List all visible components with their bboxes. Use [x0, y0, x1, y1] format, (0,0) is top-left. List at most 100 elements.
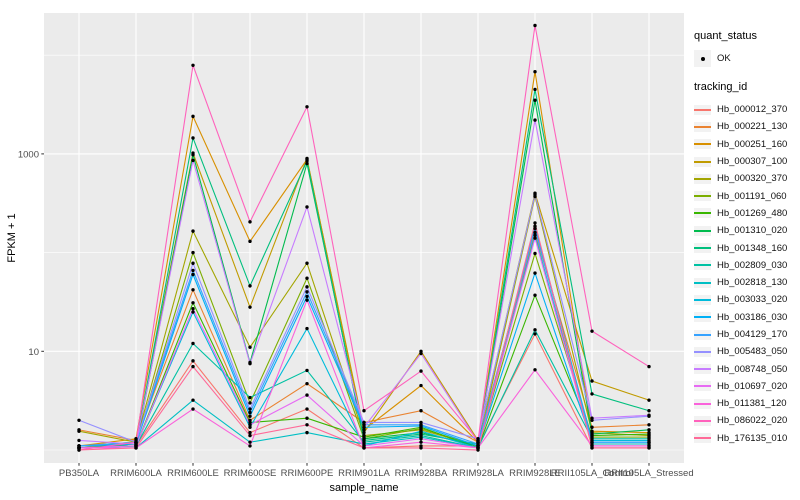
data-point — [590, 446, 594, 450]
data-point — [191, 341, 195, 346]
legend-item-Hb_000221_130: Hb_000221_130 — [694, 118, 798, 135]
data-point — [533, 251, 537, 256]
data-point — [191, 158, 195, 163]
data-point — [419, 351, 423, 356]
legend-label: Hb_000221_130 — [717, 121, 788, 133]
data-point — [362, 425, 366, 429]
legend-line-swatch — [694, 208, 711, 219]
data-point — [305, 423, 309, 427]
legend-item-Hb_002809_030: Hb_002809_030 — [694, 257, 798, 274]
data-point — [248, 444, 252, 448]
legend-item-Hb_003186_030: Hb_003186_030 — [694, 309, 798, 326]
legend-title-tracking-id: tracking_id — [694, 81, 748, 93]
legend-title-quant-status: quant_status — [694, 30, 757, 42]
data-point — [533, 293, 537, 297]
data-point — [362, 420, 366, 425]
data-point — [191, 407, 195, 411]
legend-item-Hb_001191_060: Hb_001191_060 — [694, 187, 798, 204]
data-point — [590, 425, 594, 429]
y-axis-title: FPKM + 1 — [6, 213, 18, 262]
x-tick-label: RRIM928LA — [452, 468, 504, 479]
legend-label: Hb_176135_010 — [717, 432, 788, 444]
legend-line-swatch — [694, 398, 711, 409]
data-point — [419, 420, 423, 425]
data-point — [305, 156, 309, 161]
data-point — [77, 438, 81, 443]
x-tick-label: RRIM928BA — [395, 468, 448, 479]
legend-item-Hb_003033_020: Hb_003033_020 — [694, 291, 798, 308]
data-point — [248, 305, 252, 309]
legend-item-Hb_002818_130: Hb_002818_130 — [694, 274, 798, 291]
data-point — [248, 423, 252, 427]
legend-item-Hb_000251_160: Hb_000251_160 — [694, 136, 798, 153]
legend-line-swatch — [694, 156, 711, 167]
x-tick-label: RRII105LA_Stressed — [604, 468, 693, 479]
data-point — [305, 290, 309, 294]
data-point — [305, 368, 309, 373]
data-point — [419, 429, 423, 433]
legend-label: Hb_000307_100 — [717, 156, 788, 168]
legend-line-swatch — [694, 225, 711, 236]
legend-item-Hb_000307_100: Hb_000307_100 — [694, 153, 798, 170]
data-point — [533, 87, 537, 92]
legend-line-swatch — [694, 346, 711, 357]
legend-line-swatch — [694, 415, 711, 426]
data-point — [191, 398, 195, 402]
legend-line-swatch — [694, 243, 711, 254]
data-point — [134, 446, 138, 450]
data-point — [77, 448, 81, 452]
data-point — [590, 416, 594, 420]
legend-line-swatch — [694, 191, 711, 202]
data-point — [476, 438, 480, 443]
data-point — [305, 416, 309, 420]
data-point — [647, 423, 651, 427]
data-point — [305, 285, 309, 289]
legend-label: Hb_001269_480 — [717, 207, 788, 219]
data-point — [248, 407, 252, 411]
data-point — [647, 409, 651, 413]
data-point — [77, 418, 81, 422]
data-point — [533, 332, 537, 336]
data-point — [248, 433, 252, 438]
data-point — [248, 361, 252, 366]
y-tick-label: 1000 — [18, 149, 39, 160]
legend-line-swatch — [694, 121, 711, 132]
legend-item-Hb_005483_050: Hb_005483_050 — [694, 343, 798, 360]
data-point — [305, 105, 309, 109]
legend-label: Hb_002818_130 — [717, 277, 788, 289]
legend-item-Hb_000320_370: Hb_000320_370 — [694, 170, 798, 187]
data-point — [191, 261, 195, 265]
x-tick-label: RRIM928LE — [509, 468, 561, 479]
legend-item-Hb_010697_020: Hb_010697_020 — [694, 378, 798, 395]
legend-tracking-id: tracking_id Hb_000012_370 Hb_000221_130 Hb… — [694, 81, 798, 447]
data-point — [533, 271, 537, 275]
data-point — [248, 239, 252, 244]
x-tick-label: RRII105LA_Control — [551, 468, 633, 479]
data-point — [191, 288, 195, 292]
x-tick-label: RRIM600LA — [110, 468, 162, 479]
legend-item-Hb_004129_170: Hb_004129_170 — [694, 326, 798, 343]
data-point — [533, 368, 537, 372]
data-point — [248, 430, 252, 435]
data-point — [647, 364, 651, 369]
data-point — [476, 448, 480, 452]
legend-line-swatch — [694, 173, 711, 184]
data-point — [305, 430, 309, 435]
data-point — [419, 383, 423, 388]
legend-item-Hb_011381_120: Hb_011381_120 — [694, 395, 798, 412]
legend-quant-status: quant_status OK — [694, 30, 798, 67]
data-point — [305, 407, 309, 411]
data-point — [248, 395, 252, 400]
legend-item-Hb_086022_020: Hb_086022_020 — [694, 412, 798, 429]
data-point — [419, 437, 423, 441]
x-tick-label: RRIM901LA — [338, 468, 390, 479]
data-point — [533, 233, 537, 237]
data-point — [533, 224, 537, 228]
data-point — [77, 429, 81, 433]
legend-label: Hb_010697_020 — [717, 380, 788, 392]
legend-line-swatch — [694, 104, 711, 115]
data-point — [191, 63, 195, 68]
legend-label: Hb_001191_060 — [717, 190, 787, 202]
data-point — [191, 268, 195, 273]
